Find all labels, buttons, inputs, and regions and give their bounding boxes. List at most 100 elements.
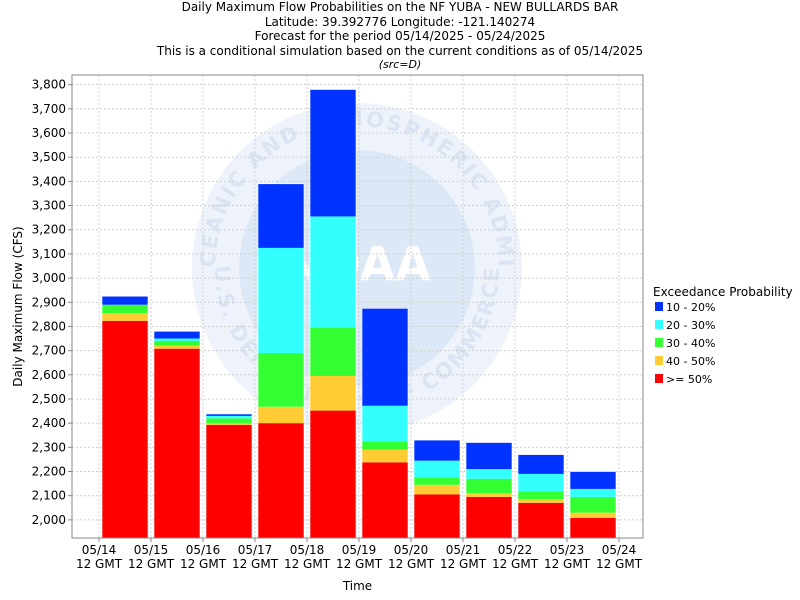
y-tick-label: 3,100 [32,247,66,261]
chart-grid [72,75,643,538]
bar-segment [206,424,252,538]
bar-segment [206,423,252,425]
bar-segment [518,473,564,492]
y-tick-label: 3,300 [32,199,66,213]
legend-title: Exceedance Probability [653,285,793,299]
bar-segment [570,488,616,497]
bar-segment [258,247,304,354]
x-tick-time: 12 GMT [544,557,591,571]
x-tick-time: 12 GMT [76,557,123,571]
bar-segment [154,340,200,346]
x-tick-date: 05/16 [186,543,221,557]
chart-subtitle-period: Forecast for the period 05/14/2025 - 05/… [254,29,546,43]
x-tick-date: 05/21 [446,543,481,557]
legend-swatch [655,302,663,311]
bar-segment [258,423,304,538]
y-tick-label: 3,600 [32,126,66,140]
y-tick-label: 2,900 [32,295,66,309]
bar-segment [518,502,564,538]
y-tick-label: 2,400 [32,416,66,430]
y-tick-label: 3,700 [32,102,66,116]
y-tick-label: 2,800 [32,319,66,333]
legend-label: 10 - 20% [666,301,715,314]
chart-source-note: (src=D) [378,58,422,71]
bar-segment [570,517,616,538]
bar-segment [154,338,200,341]
bar-segment [310,89,356,217]
bar-segment [310,410,356,538]
bar-segment [102,313,148,321]
chart-subtitle-condition: This is a conditional simulation based o… [156,43,644,58]
bar-segment [102,304,148,314]
chart-titles: Daily Maximum Flow Probabilities on the … [0,0,800,73]
legend-swatch [655,356,663,365]
bar-segment [466,442,512,470]
watermark-center-text: NOAA [283,237,431,291]
bar-segment [102,320,148,538]
bar-segment [466,496,512,538]
bar-segment [206,415,252,419]
bar-05/21 [465,442,513,539]
y-tick-label: 3,400 [32,174,66,188]
legend-swatch [655,320,663,329]
y-tick-label: 2,200 [32,465,66,479]
bar-segment [362,441,408,450]
chart-title: Daily Maximum Flow Probabilities on the … [181,0,619,14]
y-tick-label: 3,500 [32,150,66,164]
bar-segment [466,493,512,497]
legend-label: >= 50% [666,373,712,386]
bar-segment [206,413,252,416]
bar-05/15 [153,330,201,539]
chart-bars [101,89,617,539]
bar-segment [414,494,460,538]
y-axis: 2,000 2,100 2,200 2,300 2,400 2,500 2,600 2,700… [32,78,72,527]
y-tick-label: 3,800 [32,78,66,92]
x-tick-time: 12 GMT [128,557,175,571]
x-tick-time: 12 GMT [596,557,643,571]
y-tick-label: 2,300 [32,440,66,454]
bar-segment [362,462,408,538]
bar-segment [414,440,460,461]
x-tick-time: 12 GMT [284,557,331,571]
bar-05/20 [413,439,461,539]
legend-swatch [655,338,663,347]
legend-swatch [655,374,663,383]
legend-label: 20 - 30% [666,319,715,332]
x-tick-date: 05/22 [498,543,533,557]
x-tick-date: 05/15 [134,543,169,557]
bar-05/23 [569,471,617,539]
bar-segment [362,449,408,463]
bar-segment [466,469,512,479]
bar-segment [154,331,200,339]
bar-segment [414,477,460,485]
x-tick-time: 12 GMT [440,557,487,571]
x-tick-date: 05/18 [290,543,325,557]
x-tick-date: 05/17 [238,543,273,557]
bar-segment [414,484,460,495]
bar-segment [362,405,408,442]
bar-segment [518,499,564,503]
bar-segment [154,345,200,349]
bar-segment [466,478,512,494]
bar-05/16 [205,413,253,539]
bar-05/17 [257,183,305,539]
x-tick-date: 05/19 [342,543,377,557]
bar-segment [206,418,252,424]
x-axis-label: Time [342,579,372,593]
bar-segment [570,496,616,513]
bar-segment [414,460,460,478]
bar-segment [518,454,564,474]
bar-segment [258,183,304,248]
bar-segment [310,376,356,411]
x-tick-date: 05/20 [394,543,429,557]
y-tick-label: 2,000 [32,513,66,527]
y-axis-label: Daily Maximum Flow (CFS) [11,226,25,386]
bar-segment [570,512,616,518]
y-tick-label: 3,000 [32,271,66,285]
x-tick-time: 12 GMT [180,557,227,571]
y-tick-label: 3,200 [32,223,66,237]
x-tick-date: 05/14 [82,543,117,557]
x-tick-time: 12 GMT [336,557,383,571]
y-tick-label: 2,500 [32,392,66,406]
